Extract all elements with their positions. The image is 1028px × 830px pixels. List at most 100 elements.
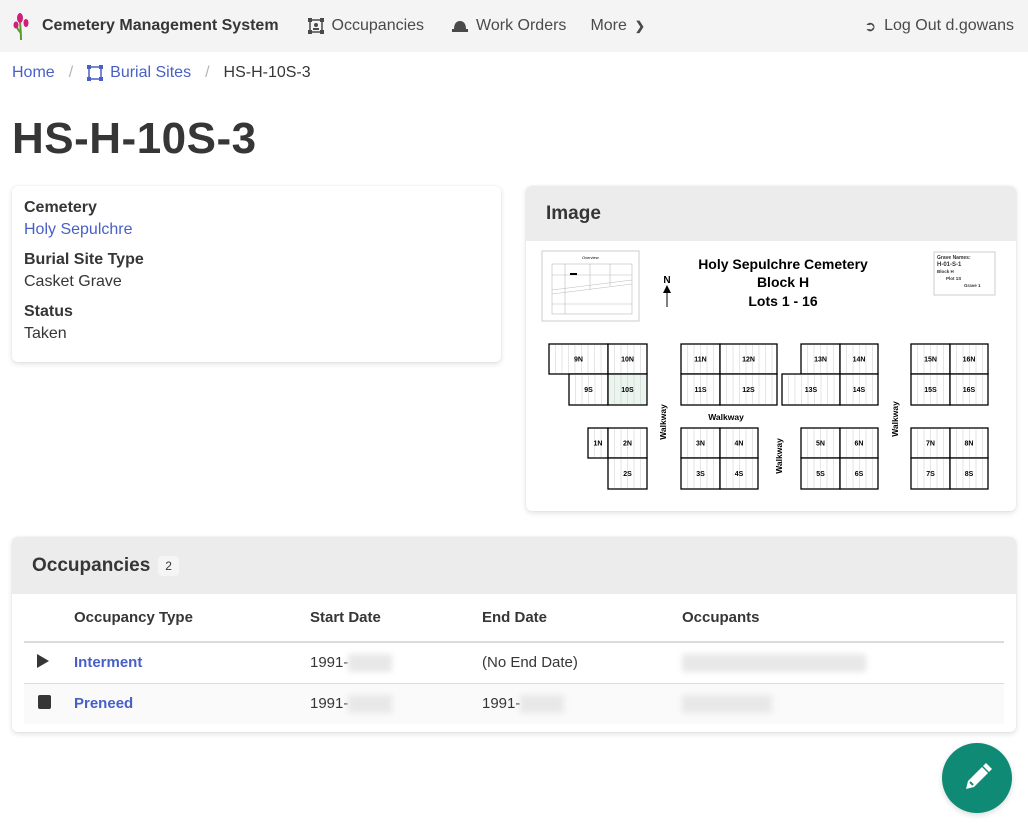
lot-label: 13N (814, 357, 827, 364)
lot-5S[interactable]: 5S (800, 457, 841, 490)
lot-14S[interactable]: 14S (839, 373, 879, 406)
lot-8N[interactable]: 8N (949, 427, 989, 459)
brand-link[interactable]: Cemetery Management System (12, 11, 279, 41)
redacted-text (520, 694, 565, 713)
cemetery-block-map[interactable]: Overview Holy Sepulchre Cemetery Block H… (530, 245, 1010, 505)
chevron-down-icon: ❯ (634, 19, 645, 33)
map-title-line1: Holy Sepulchre Cemetery (698, 256, 868, 272)
status-label: Status (24, 303, 73, 320)
column-header: End Date (482, 594, 682, 643)
cemetery-link[interactable]: Holy Sepulchre (24, 221, 133, 238)
hard-hat-icon (452, 21, 469, 32)
nav-occupancies[interactable]: Occupancies (307, 17, 425, 35)
occupancies-count-badge: 2 (158, 555, 179, 576)
lot-12S[interactable]: 12S (719, 373, 778, 406)
lot-label: 7S (926, 471, 935, 478)
occupancies-panel: Occupancies 2 Occupancy Type Start Date … (12, 537, 1016, 732)
lot-outline (719, 373, 778, 406)
lot-14N[interactable]: 14N (839, 343, 879, 375)
lot-label: 4N (735, 441, 744, 448)
column-header: Start Date (310, 594, 482, 643)
lot-15S[interactable]: 15S (910, 373, 951, 406)
lot-outline (548, 343, 609, 375)
nav-work-orders-label: Work Orders (476, 17, 567, 34)
lot-13S[interactable]: 13S (781, 373, 841, 406)
walkway-label: Walkway (708, 412, 744, 422)
lot-label: 5N (816, 441, 825, 448)
lot-7N[interactable]: 7N (910, 427, 951, 459)
lot-label: 2S (623, 471, 632, 478)
occupancy-type-link[interactable]: Interment (74, 654, 143, 672)
lot-label: 12S (742, 387, 755, 394)
lot-6N[interactable]: 6N (839, 427, 879, 459)
overview-label: Overview (582, 255, 599, 260)
column-header: Occupants (682, 594, 1004, 643)
occupancies-table: Occupancy Type Start Date End Date Occup… (24, 594, 1004, 724)
icon-column-header (24, 594, 74, 643)
nav-work-orders[interactable]: Work Orders (452, 17, 566, 35)
lot-label: 3S (696, 471, 705, 478)
lot-label: 7N (926, 441, 935, 448)
redacted-text (348, 694, 393, 713)
legend-line: H-01-S-1 (937, 262, 962, 268)
lot-label: 12N (742, 357, 755, 364)
lot-7S[interactable]: 7S (910, 457, 951, 490)
pencil-icon (966, 763, 992, 789)
column-header: Occupancy Type (74, 594, 310, 643)
lot-3S[interactable]: 3S (680, 457, 721, 490)
lot-11N[interactable]: 11N (680, 343, 721, 375)
redacted-text (348, 653, 393, 672)
lot-label: 10N (621, 357, 634, 364)
lot-15N[interactable]: 15N (910, 343, 951, 375)
lot-1N[interactable]: 1N (587, 427, 609, 459)
lot-8S[interactable]: 8S (949, 457, 989, 490)
walkway-label: Walkway (658, 404, 668, 440)
start-date: 1991- (310, 653, 349, 671)
nav-more-dropdown[interactable]: More ❯ (590, 17, 645, 35)
lot-9N[interactable]: 9N (548, 343, 609, 375)
brand-title: Cemetery Management System (42, 17, 279, 34)
lot-6S[interactable]: 6S (839, 457, 879, 490)
burial-site-type-value: Casket Grave (24, 273, 122, 290)
lot-label: 4S (735, 471, 744, 478)
lot-16N[interactable]: 16N (949, 343, 989, 375)
lot-4S[interactable]: 4S (719, 457, 759, 490)
lot-label: 16S (963, 387, 976, 394)
top-navbar: Cemetery Management System Occupancies W… (0, 0, 1028, 52)
lot-label: 14S (853, 387, 866, 394)
breadcrumb-current: HS-H-10S-3 (223, 64, 311, 81)
lot-16S[interactable]: 16S (949, 373, 989, 406)
burial-site-icon (87, 65, 104, 81)
breadcrumb-burial-sites-label: Burial Sites (110, 64, 192, 81)
lot-12N[interactable]: 12N (719, 343, 778, 375)
lot-3N[interactable]: 3N (680, 427, 721, 459)
lot-11S[interactable]: 11S (680, 373, 721, 406)
sign-out-icon: ➲ (864, 17, 877, 34)
lot-2S[interactable]: 2S (607, 457, 648, 490)
overview-sketch (551, 263, 633, 315)
redacted-occupants (682, 694, 772, 713)
lot-10N[interactable]: 10N (607, 343, 648, 375)
north-arrow-icon (663, 285, 671, 307)
edit-burial-site-button[interactable] (942, 743, 1012, 813)
breadcrumb-burial-sites[interactable]: Burial Sites (87, 64, 191, 82)
lot-9S[interactable]: 9S (568, 373, 609, 406)
lot-label: 11S (694, 387, 706, 394)
lot-label: 10S (621, 387, 634, 394)
lot-5N[interactable]: 5N (800, 427, 841, 459)
lot-10S[interactable]: 10S (607, 373, 648, 406)
lot-label: 15S (924, 387, 937, 394)
breadcrumb: Home / Burial Sites / HS-H-10S-3 (12, 64, 311, 82)
breadcrumb-home[interactable]: Home (12, 64, 55, 81)
occupancy-type-link[interactable]: Preneed (74, 695, 134, 713)
nav-occupancies-label: Occupancies (331, 17, 425, 34)
lot-label: 14N (853, 357, 866, 364)
redacted-occupants (682, 653, 866, 672)
breadcrumb-separator: / (205, 64, 210, 81)
image-panel: Image Overview Holy Sepulchre Cemetery B… (526, 186, 1016, 511)
logout-link[interactable]: ➲ Log Out d.gowans (864, 17, 1014, 35)
lot-13N[interactable]: 13N (800, 343, 841, 375)
lot-4N[interactable]: 4N (719, 427, 759, 459)
play-icon (24, 642, 74, 684)
lot-2N[interactable]: 2N (607, 427, 648, 459)
